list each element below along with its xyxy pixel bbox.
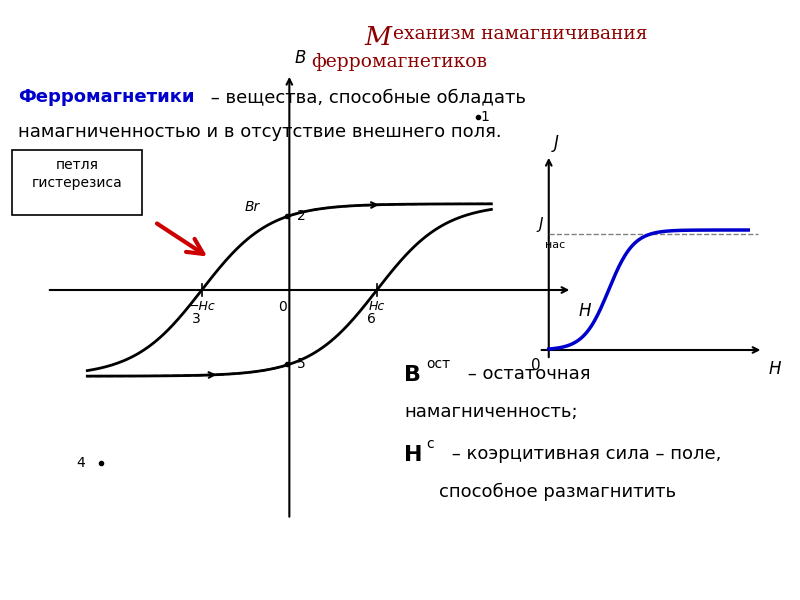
Text: 2: 2 xyxy=(298,209,306,223)
Text: еханизм намагничивания: еханизм намагничивания xyxy=(393,25,648,43)
Text: Ферромагнетики: Ферромагнетики xyxy=(18,88,194,106)
Text: H: H xyxy=(768,360,781,378)
Text: J: J xyxy=(538,217,542,232)
Text: М: М xyxy=(364,25,391,50)
Text: H: H xyxy=(579,302,591,320)
Text: петля
гистерезиса: петля гистерезиса xyxy=(31,158,122,190)
Text: 3: 3 xyxy=(193,312,201,326)
Text: Br: Br xyxy=(245,200,260,214)
Text: 0: 0 xyxy=(531,358,541,373)
Text: 5: 5 xyxy=(298,357,306,371)
Text: Hc: Hc xyxy=(369,300,385,313)
Text: ферромагнетиков: ферромагнетиков xyxy=(311,53,487,71)
Bar xyxy=(12,150,142,215)
Text: с: с xyxy=(426,437,434,451)
Text: B: B xyxy=(294,49,306,67)
Text: – вещества, способные обладать: – вещества, способные обладать xyxy=(205,88,526,106)
Text: 6: 6 xyxy=(367,312,376,326)
Text: нас: нас xyxy=(545,239,565,250)
Text: 1: 1 xyxy=(481,110,490,124)
Text: −Hc: −Hc xyxy=(189,300,215,313)
Text: 4: 4 xyxy=(76,456,85,470)
Text: ост: ост xyxy=(426,357,450,371)
Text: В: В xyxy=(404,365,421,385)
Text: намагниченностью и в отсутствие внешнего поля.: намагниченностью и в отсутствие внешнего… xyxy=(18,123,502,141)
Text: 0: 0 xyxy=(278,300,286,314)
Text: намагниченность;: намагниченность; xyxy=(404,403,578,421)
Text: J: J xyxy=(554,134,558,152)
Text: Н: Н xyxy=(404,445,422,465)
Text: – остаточная: – остаточная xyxy=(462,365,590,383)
Text: – коэрцитивная сила – поле,: – коэрцитивная сила – поле, xyxy=(446,445,722,463)
Text: способное размагнитить: способное размагнитить xyxy=(439,483,676,501)
